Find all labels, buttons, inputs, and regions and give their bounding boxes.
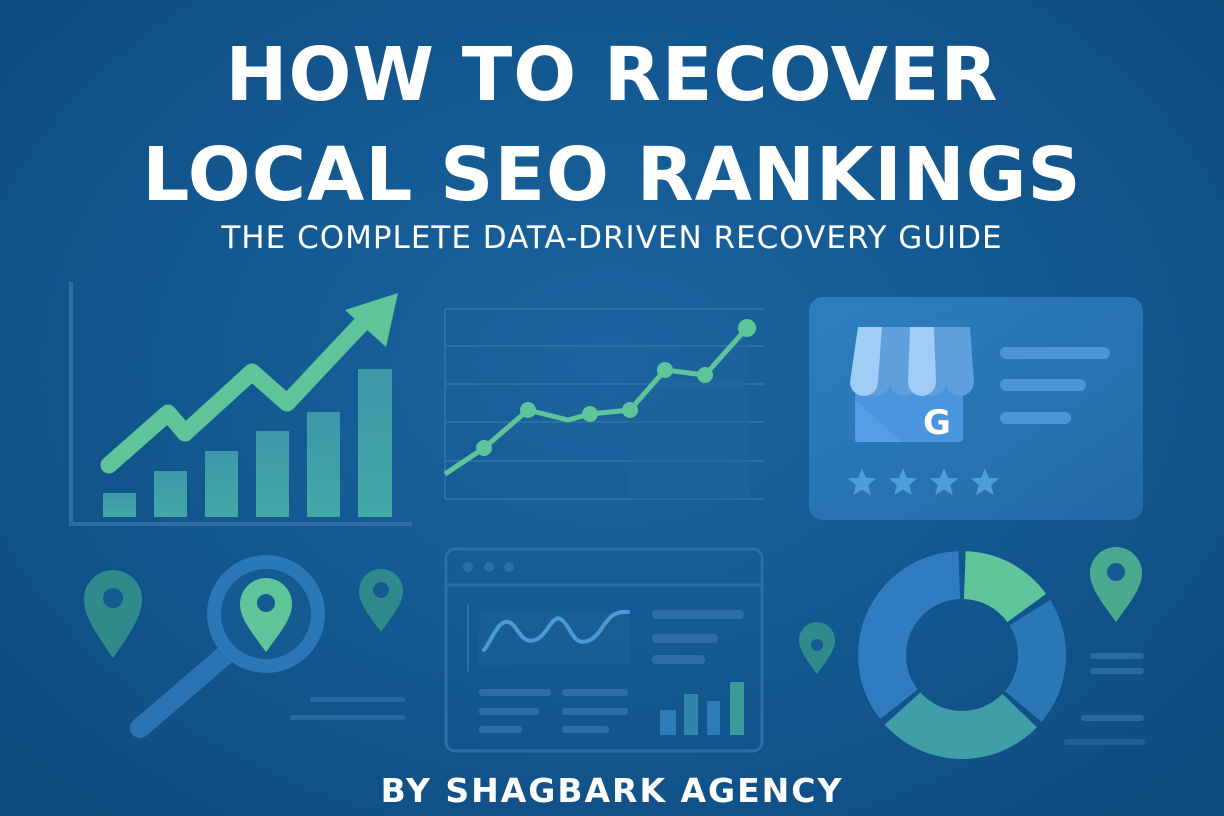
bar [103,493,136,517]
bar [358,369,392,517]
text-line [310,697,405,702]
star-icon [929,468,959,496]
data-point [582,406,598,422]
map-pin-icon [1090,547,1142,622]
trend-arrow-line [100,311,374,474]
google-business-profile-icon: G [850,327,974,443]
mini-bar [730,682,744,735]
text-line [290,715,405,720]
text-line [1090,668,1144,674]
bar [205,451,238,517]
star-icon [970,468,1000,496]
trend-arrow-head [345,293,398,347]
business-profile-card: G [809,297,1143,520]
map-pin-icon [359,569,403,632]
bar [256,431,289,517]
window-dot [463,562,473,572]
data-point [476,440,492,456]
title-line-1: HOW TO RECOVER [225,32,999,118]
bar [154,471,187,517]
mini-bar [660,710,676,735]
text-line [1000,347,1110,359]
line-chart-icon [443,308,764,500]
text-line [1090,653,1144,659]
donut-segment [857,551,961,720]
title-line-2: LOCAL SEO RANKINGS [142,132,1082,218]
rating-stars [847,468,1000,496]
bar [307,412,340,517]
mini-bar [684,694,698,735]
subtitle: THE COMPLETE DATA-DRIVEN RECOVERY GUIDE [221,220,1003,256]
map-pin-icon [799,622,835,674]
donut-chart-icon [857,551,1066,759]
window-dot [504,562,514,572]
window-dot [484,562,494,572]
byline: BY SHAGBARK AGENCY [380,771,844,810]
dashboard-window-icon [444,547,764,753]
map-pin-icon [84,570,142,658]
text-line [1081,715,1144,721]
google-logo-letter: G [923,403,951,443]
text-line [1000,412,1071,424]
donut-segment [1004,599,1066,722]
donut-segment [963,551,1047,623]
data-point [657,362,673,378]
line-chart-area [630,328,750,499]
data-point [738,319,756,337]
donut-segment [884,692,1037,759]
data-point [697,367,713,383]
data-point [622,402,638,418]
magnifier-icon [130,555,325,738]
star-icon [888,468,918,496]
mini-bar [707,701,720,735]
trend-up-bar-chart-icon [69,282,412,526]
star-icon [847,468,877,496]
wave-line [482,609,630,652]
text-line [1000,379,1086,391]
text-line [1064,739,1145,745]
data-point [520,402,536,418]
